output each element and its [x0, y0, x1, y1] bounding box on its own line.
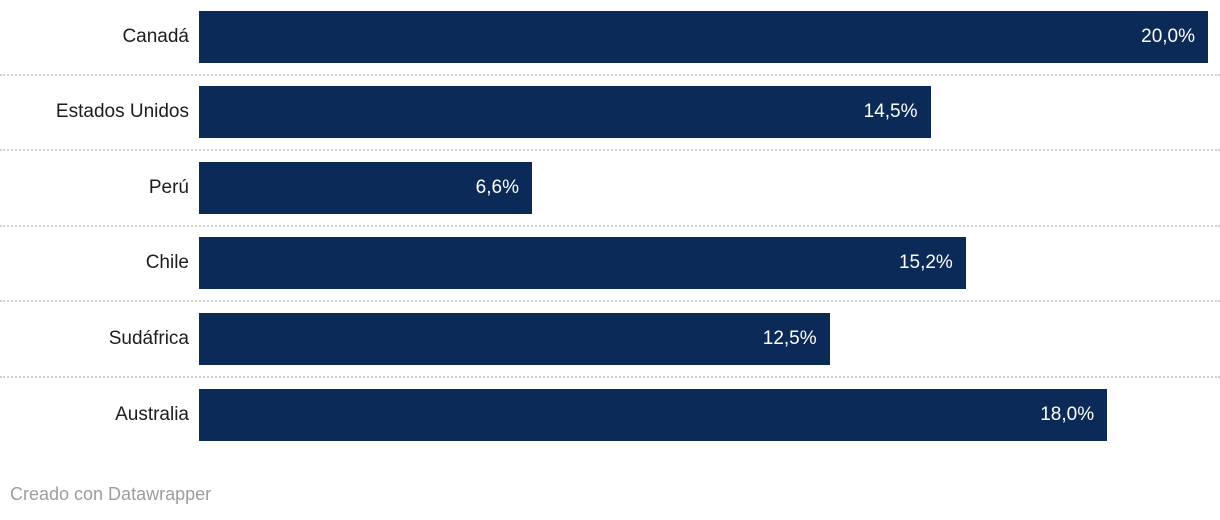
- chart-row: Canadá 20,0%: [0, 0, 1220, 76]
- category-label: Canadá: [122, 25, 189, 47]
- bar[interactable]: 14,5%: [199, 86, 931, 139]
- bar-track: 6,6%: [199, 161, 1208, 214]
- bar[interactable]: 15,2%: [199, 237, 966, 290]
- category-label: Perú: [148, 176, 189, 198]
- value-label: 6,6%: [475, 176, 519, 198]
- chart-footer: Creado con Datawrapper: [0, 484, 1220, 505]
- category-label: Sudáfrica: [108, 327, 189, 349]
- chart-rows: Canadá 20,0% Estados Unidos 14,5% Perú 6,6% Ch…: [0, 0, 1220, 454]
- value-label: 14,5%: [863, 101, 918, 123]
- chart-row: Perú 6,6%: [0, 151, 1220, 227]
- chart-row: Chile 15,2%: [0, 227, 1220, 302]
- bar[interactable]: 20,0%: [199, 10, 1208, 63]
- bar[interactable]: 6,6%: [199, 161, 532, 214]
- category-label: Australia: [115, 404, 189, 426]
- value-label: 15,2%: [898, 252, 953, 274]
- bar-track: 12,5%: [199, 312, 1208, 365]
- value-label: 12,5%: [762, 327, 817, 349]
- bar-track: 15,2%: [199, 237, 1208, 290]
- bar-track: 14,5%: [199, 86, 1208, 139]
- bar-track: 18,0%: [199, 389, 1208, 442]
- bar-track: 20,0%: [199, 10, 1208, 63]
- value-label: 20,0%: [1141, 25, 1195, 47]
- datawrapper-credit-link[interactable]: Creado con Datawrapper: [10, 484, 212, 504]
- category-label: Estados Unidos: [55, 101, 189, 123]
- bar[interactable]: 18,0%: [199, 389, 1108, 442]
- category-label: Chile: [145, 252, 189, 274]
- chart-row: Sudáfrica 12,5%: [0, 302, 1220, 378]
- bar[interactable]: 12,5%: [199, 312, 830, 365]
- value-label: 18,0%: [1040, 404, 1095, 426]
- chart-row: Australia 18,0%: [0, 378, 1220, 454]
- chart-row: Estados Unidos 14,5%: [0, 76, 1220, 151]
